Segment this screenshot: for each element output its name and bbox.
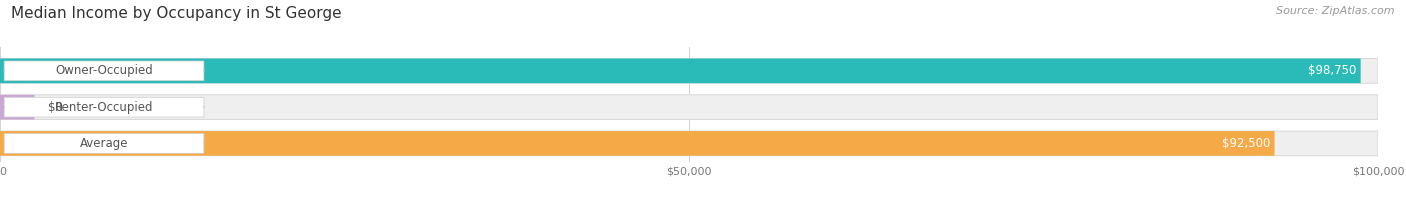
Text: $98,750: $98,750 [1308, 64, 1357, 77]
FancyBboxPatch shape [0, 59, 1378, 83]
Text: Source: ZipAtlas.com: Source: ZipAtlas.com [1277, 6, 1395, 16]
FancyBboxPatch shape [0, 131, 1378, 156]
Text: Owner-Occupied: Owner-Occupied [55, 64, 153, 77]
FancyBboxPatch shape [4, 97, 204, 117]
FancyBboxPatch shape [4, 61, 204, 81]
FancyBboxPatch shape [4, 134, 204, 153]
Text: Average: Average [80, 137, 128, 150]
FancyBboxPatch shape [0, 95, 35, 119]
Text: $0: $0 [48, 101, 63, 114]
Text: $92,500: $92,500 [1222, 137, 1271, 150]
Text: Median Income by Occupancy in St George: Median Income by Occupancy in St George [11, 6, 342, 21]
FancyBboxPatch shape [0, 59, 1361, 83]
FancyBboxPatch shape [0, 131, 1275, 156]
Text: Renter-Occupied: Renter-Occupied [55, 101, 153, 114]
FancyBboxPatch shape [0, 95, 1378, 119]
